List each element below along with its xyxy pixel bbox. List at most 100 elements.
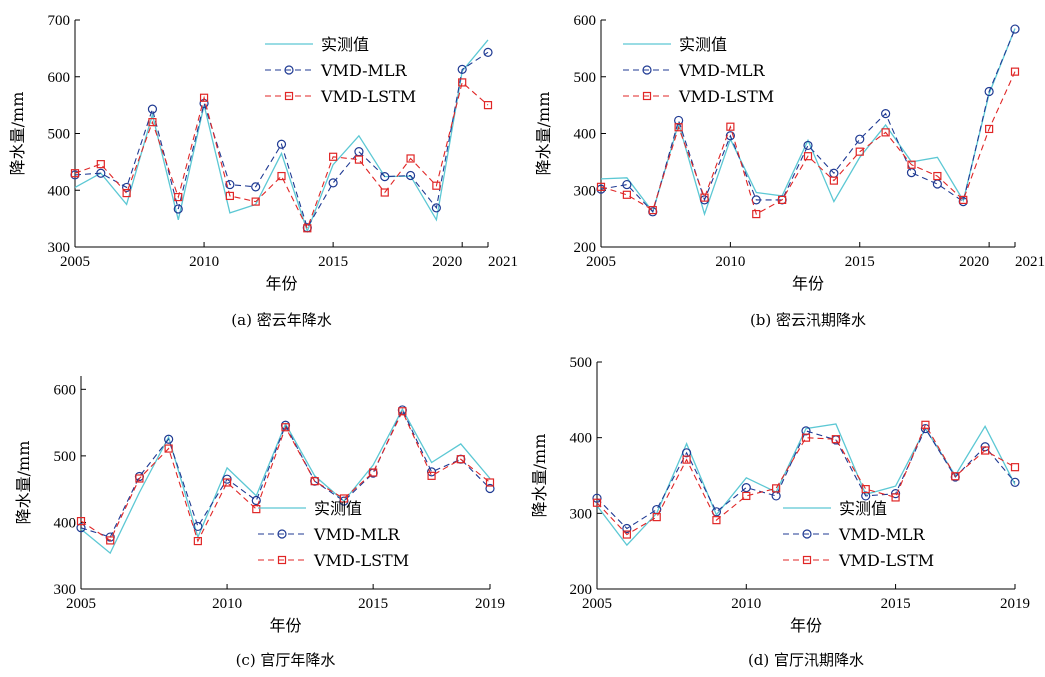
point-a-mlr-2011 [225, 179, 235, 190]
y-tick-label-a-300: 300 [48, 240, 71, 256]
legend-label-d-mlr: VMD-MLR [838, 525, 925, 544]
point-c-lstm-2005 [76, 517, 86, 526]
x-tick-label-c-2010: 2010 [212, 596, 242, 612]
y-axis-title-c: 降水量/mm [14, 441, 33, 525]
y-tick-label-b-400: 400 [574, 127, 597, 143]
point-d-lstm-2008 [682, 455, 691, 464]
point-d-lstm-2017 [951, 472, 960, 481]
point-b-lstm-2007 [648, 206, 657, 215]
point-a-mlr-2009 [173, 204, 183, 214]
point-c-lstm-2007 [135, 474, 144, 483]
series-line-a-observed [74, 39, 489, 234]
legend-marker-c-mlr [277, 529, 287, 539]
point-b-mlr-2020 [984, 86, 994, 97]
point-a-mlr-2012 [251, 182, 261, 192]
point-a-mlr-2013 [276, 139, 287, 149]
legend-label-a-lstm: VMD-LSTM [320, 87, 416, 106]
point-d-lstm-2011 [772, 484, 781, 493]
point-c-mlr-2019 [485, 483, 495, 494]
point-a-mlr-2008 [147, 104, 158, 114]
point-d-mlr-2010 [741, 483, 751, 493]
point-c-lstm-2014 [339, 494, 349, 503]
panel-d: 200 300 400 500 2005 2010 2015 2019 年份 降水量/mm (d) … [530, 355, 1030, 669]
point-c-lstm-2010 [222, 478, 232, 487]
point-d-lstm-2018 [981, 446, 990, 455]
legend-marker-b-lstm [642, 91, 652, 101]
series-line-b-lstm [600, 71, 1016, 215]
y-axis-title-b: 降水量/mm [534, 92, 553, 176]
point-b-lstm-2014 [829, 176, 838, 185]
x-tick-label-c-2005: 2005 [66, 596, 96, 612]
x-tick-label-d-2005: 2005 [582, 596, 612, 612]
point-a-mlr-2016 [354, 147, 364, 157]
point-a-lstm-2005 [70, 169, 80, 178]
legend-marker-a-lstm [284, 91, 294, 101]
y-tick-label-d-400: 400 [570, 431, 593, 447]
legend-label-b-observed: 实测值 [679, 35, 727, 54]
panel-b: 200 300 400 500 600 2005 2010 2015 2020 2021 年份 降水量… [534, 13, 1045, 329]
point-b-mlr-2021 [1010, 24, 1020, 34]
point-a-mlr-2015 [328, 178, 338, 188]
point-d-lstm-2012 [801, 433, 811, 442]
point-c-lstm-2012 [281, 423, 290, 432]
x-tick-label-c-2015: 2015 [358, 596, 388, 612]
point-b-lstm-2018 [933, 171, 942, 181]
series-line-d-observed [596, 423, 1016, 547]
legend-b: 实测值 VMD-MLR VMD-LSTM [623, 35, 774, 106]
x-tick-label-a-2010: 2010 [189, 254, 219, 270]
x-tick-label-a-2021: 2021 [488, 254, 518, 270]
point-b-lstm-2012 [778, 195, 787, 204]
point-b-lstm-2017 [907, 160, 916, 169]
point-d-lstm-2005 [592, 498, 602, 507]
y-axis-title-a: 降水量/mm [8, 92, 27, 176]
point-a-lstm-2011 [225, 191, 234, 201]
point-d-lstm-2016 [921, 420, 930, 429]
legend-marker-a-mlr [284, 65, 294, 75]
x-tick-label-d-2019: 2019 [1000, 596, 1030, 612]
legend-marker-b-mlr [642, 65, 652, 75]
point-b-lstm-2009 [700, 193, 709, 202]
caption-d: (d) 官厅汛期降水 [748, 651, 864, 669]
point-a-lstm-2015 [329, 152, 338, 161]
point-c-lstm-2006 [106, 536, 115, 545]
point-d-lstm-2014 [861, 485, 870, 494]
legend-d: 实测值 VMD-MLR VMD-LSTM [783, 499, 934, 570]
y-tick-label-a-500: 500 [48, 127, 71, 143]
legend-label-c-observed: 实测值 [314, 499, 362, 518]
point-c-lstm-2015 [369, 468, 378, 477]
point-a-lstm-2010 [199, 93, 209, 102]
point-a-lstm-2012 [251, 197, 260, 206]
point-d-lstm-2013 [831, 435, 840, 444]
point-b-mlr-2006 [622, 179, 632, 190]
point-b-lstm-2005 [596, 182, 606, 191]
legend-label-b-mlr: VMD-MLR [678, 61, 765, 80]
series-line-c-mlr [80, 408, 491, 538]
series-line-a-lstm [74, 81, 489, 230]
y-tick-label-c-400: 400 [54, 515, 77, 531]
legend-label-d-observed: 实测值 [839, 499, 887, 518]
x-tick-label-a-2020: 2020 [432, 254, 462, 270]
point-d-mlr-2012 [801, 426, 811, 436]
x-axis-title-a: 年份 [265, 274, 297, 293]
point-b-lstm-2020 [985, 124, 994, 134]
point-c-lstm-2009 [193, 536, 202, 546]
point-a-mlr-2017 [380, 172, 390, 182]
x-axis-title-c: 年份 [269, 616, 301, 635]
point-c-lstm-2008 [164, 444, 173, 453]
point-b-mlr-2010 [725, 131, 735, 141]
point-a-mlr-2018 [405, 170, 416, 181]
legend-c: 实测值 VMD-MLR VMD-LSTM [258, 499, 409, 570]
x-tick-label-b-2021: 2021 [1015, 254, 1045, 270]
point-a-lstm-2009 [174, 192, 183, 202]
point-b-lstm-2011 [752, 209, 761, 219]
point-d-mlr-2014 [861, 491, 871, 501]
legend-label-a-mlr: VMD-MLR [320, 61, 407, 80]
y-tick-label-a-400: 400 [48, 183, 71, 199]
panel-c: 300 400 500 600 2005 2010 2015 2019 年份 降水量/mm (c) … [14, 376, 505, 669]
y-tick-label-a-700: 700 [48, 13, 71, 29]
point-b-lstm-2016 [881, 128, 890, 137]
point-d-lstm-2009 [712, 516, 721, 525]
x-axis-title-d: 年份 [790, 616, 822, 635]
point-a-mlr-2020 [457, 64, 467, 74]
